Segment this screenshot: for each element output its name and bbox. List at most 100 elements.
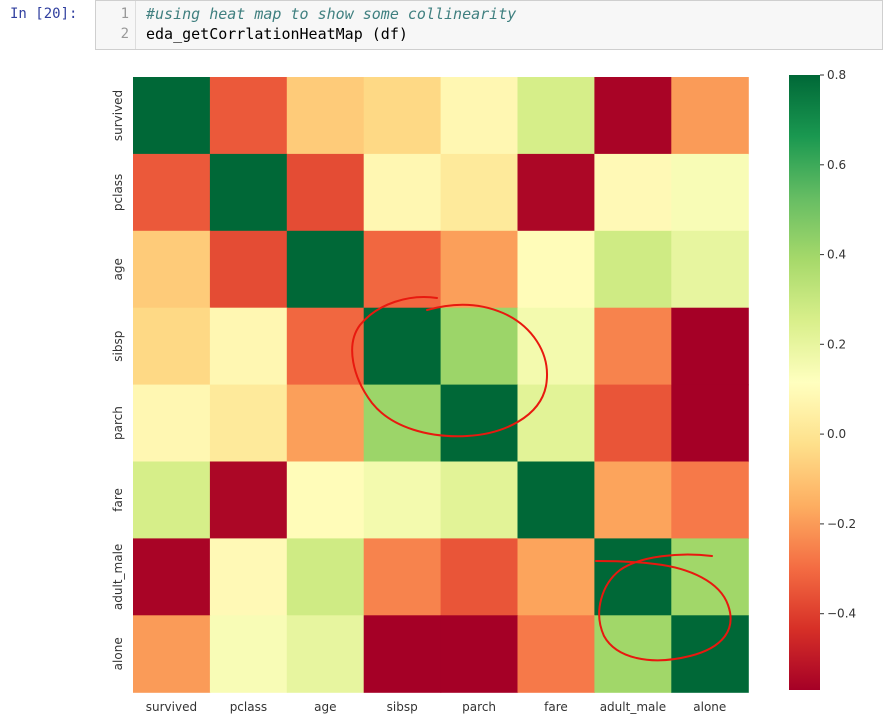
heatmap-cell-adult_male-pclass [209, 538, 288, 616]
heatmap-cell-survived-sibsp [363, 77, 442, 155]
heatmap-cell-fare-survived [133, 461, 211, 539]
heatmap-cell-alone-pclass [209, 615, 288, 693]
heatmap-cell-survived-alone [671, 77, 749, 155]
colorbar [789, 75, 820, 690]
y-tick-label-parch: parch [111, 406, 125, 440]
heatmap-cell-pclass-adult_male [594, 153, 672, 232]
heatmap-cell-parch-adult_male [594, 384, 672, 463]
y-tick-labels: survived pclass age sibsp parch fare adult_mal… [111, 90, 125, 670]
colorbar-tick-label: 0.6 [827, 158, 846, 172]
heatmap-cell-parch-pclass [209, 384, 288, 463]
code-line-comment[interactable]: #using heat map to show some collinearit… [146, 5, 517, 23]
heatmap-cell-adult_male-alone [671, 538, 749, 616]
heatmap-cell-survived-age [286, 77, 365, 155]
x-tick-label-adult_male: adult_male [600, 700, 666, 714]
heatmap-cell-alone-sibsp [363, 615, 442, 693]
heatmap-cell-age-alone [671, 230, 749, 309]
heatmap-cell-alone-parch [440, 615, 519, 693]
x-tick-label-age: age [314, 700, 336, 714]
y-tick-label-alone: alone [111, 637, 125, 670]
heatmap-cell-parch-sibsp [363, 384, 442, 463]
heatmap-cell-alone-age [286, 615, 365, 693]
y-tick-label-sibsp: sibsp [111, 331, 125, 362]
heatmap-cell-age-pclass [209, 230, 288, 309]
x-tick-labels: survived pclass age sibsp parch fare adult_mal… [146, 700, 727, 714]
heatmap-cell-parch-survived [133, 384, 211, 463]
cell-prompt: In [20]: [10, 6, 78, 22]
heatmap-cell-age-sibsp [363, 230, 442, 309]
heatmap-cell-survived-fare [517, 77, 595, 155]
x-tick-label-sibsp: sibsp [387, 700, 418, 714]
heatmap-cell-pclass-fare [517, 153, 595, 232]
heatmap-cell-sibsp-parch [440, 307, 519, 386]
heatmap-cell-age-survived [133, 230, 211, 309]
heatmap-cell-survived-survived [133, 77, 211, 155]
colorbar-tick-label: 0.0 [827, 427, 846, 441]
heatmap-cell-sibsp-alone [671, 307, 749, 386]
heatmap-cell-alone-fare [517, 615, 595, 693]
colorbar-tick-label: 0.2 [827, 337, 846, 351]
heatmap-cell-age-fare [517, 230, 595, 309]
line-number-gutter: 1 2 [96, 1, 136, 49]
y-tick-label-fare: fare [111, 488, 125, 512]
heatmap-cell-fare-alone [671, 461, 749, 539]
heatmap-cell-pclass-pclass [209, 153, 288, 232]
heatmap-cell-age-adult_male [594, 230, 672, 309]
heatmap-cell-parch-fare [517, 384, 595, 463]
x-tick-label-fare: fare [544, 700, 568, 714]
heatmap-cell-sibsp-fare [517, 307, 595, 386]
heatmap-cell-sibsp-pclass [209, 307, 288, 386]
heatmap-cell-alone-survived [133, 615, 211, 693]
heatmap-cell-adult_male-parch [440, 538, 519, 616]
heatmap-cell-adult_male-fare [517, 538, 595, 616]
code-line-call[interactable]: eda_getCorrlationHeatMap (df) [146, 25, 408, 43]
heatmap-cell-sibsp-survived [133, 307, 211, 386]
heatmap-cell-adult_male-adult_male [594, 538, 672, 616]
colorbar-tick-label: −0.4 [827, 607, 856, 621]
heatmap-cell-adult_male-sibsp [363, 538, 442, 616]
x-tick-label-parch: parch [462, 700, 496, 714]
heatmap-cell-alone-adult_male [594, 615, 672, 693]
heatmap-cells [133, 77, 749, 693]
heatmap-cell-pclass-parch [440, 153, 519, 232]
hand-drawn-annotations [351, 296, 732, 662]
heatmap-cell-fare-parch [440, 461, 519, 539]
heatmap-cell-pclass-sibsp [363, 153, 442, 232]
x-tick-label-pclass: pclass [230, 700, 267, 714]
heatmap-cell-fare-pclass [209, 461, 288, 539]
y-tick-label-adult_male: adult_male [111, 544, 125, 610]
line-number: 2 [120, 26, 129, 42]
heatmap-cell-fare-age [286, 461, 365, 539]
heatmap-cell-parch-age [286, 384, 365, 463]
y-tick-label-survived: survived [111, 90, 125, 141]
heatmap-cell-pclass-age [286, 153, 365, 232]
y-tick-label-age: age [111, 258, 125, 280]
colorbar-tick-label: 0.8 [827, 68, 846, 82]
colorbar-ticks: 0.8 0.6 0.4 0.2 0.0 −0.2 −0.4 [820, 68, 856, 621]
heatmap-cell-sibsp-adult_male [594, 307, 672, 386]
line-number: 1 [120, 6, 129, 22]
heatmap-cell-survived-pclass [209, 77, 288, 155]
heatmap-cell-alone-alone [671, 615, 749, 693]
colorbar-tick-label: 0.4 [827, 248, 846, 262]
heatmap-cell-sibsp-sibsp [363, 307, 442, 386]
heatmap-cell-fare-adult_male [594, 461, 672, 539]
annotation-circle-adult-male-alone [595, 553, 732, 662]
heatmap-cell-pclass-alone [671, 153, 749, 232]
heatmap-cell-pclass-survived [133, 153, 211, 232]
x-tick-label-alone: alone [693, 700, 726, 714]
heatmap-cell-fare-sibsp [363, 461, 442, 539]
x-tick-label-survived: survived [146, 700, 197, 714]
annotation-circle-sibsp-parch [351, 296, 548, 438]
heatmap-cell-age-age [286, 230, 365, 309]
heatmap-cell-survived-parch [440, 77, 519, 155]
code-cell[interactable]: 1 2 #using heat map to show some colline… [95, 0, 883, 50]
heatmap-cell-fare-fare [517, 461, 595, 539]
heatmap-cell-parch-parch [440, 384, 519, 463]
heatmap-cell-adult_male-age [286, 538, 365, 616]
heatmap-cell-adult_male-survived [133, 538, 211, 616]
y-tick-label-pclass: pclass [111, 174, 125, 211]
heatmap-cell-survived-adult_male [594, 77, 672, 155]
heatmap-cell-parch-alone [671, 384, 749, 463]
